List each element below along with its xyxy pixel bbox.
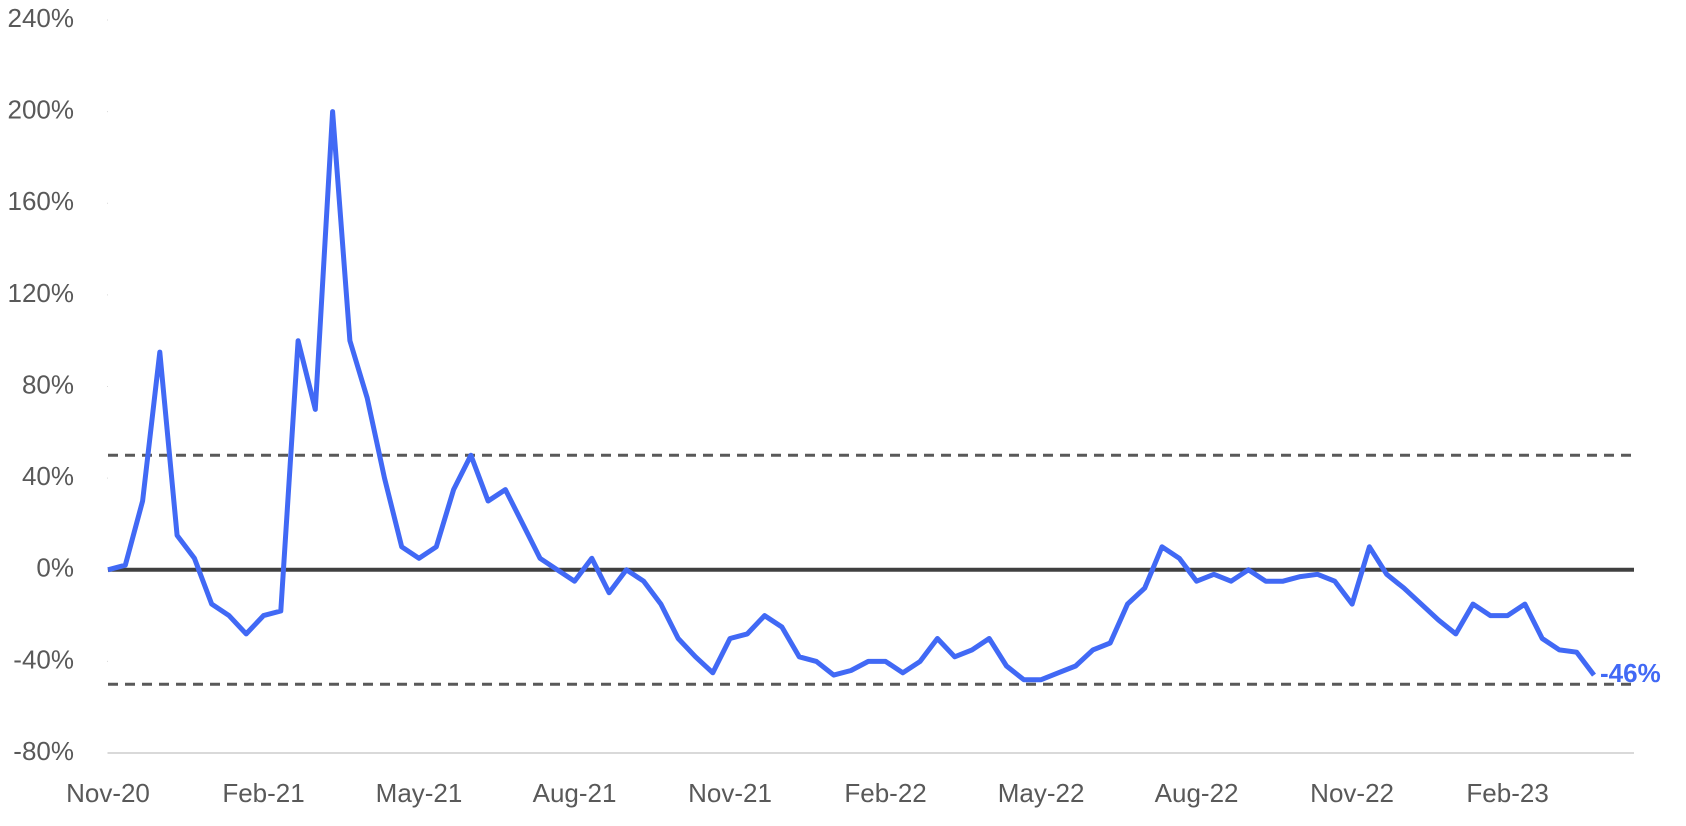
x-tick-label: May-21 <box>376 778 463 808</box>
y-tick-label: 160% <box>8 186 75 216</box>
x-tick-label: May-22 <box>998 778 1085 808</box>
y-tick-label: 200% <box>8 95 75 125</box>
y-tick-label: 0% <box>36 553 74 583</box>
data-line <box>107 109 1596 683</box>
x-tick-label: Feb-23 <box>1466 778 1548 808</box>
x-tick-label: Feb-21 <box>222 778 304 808</box>
y-tick-label: 80% <box>22 369 74 399</box>
y-tick-label: 40% <box>22 461 74 491</box>
x-tick-label: Feb-22 <box>844 778 926 808</box>
y-tick-label: -40% <box>13 644 74 674</box>
x-tick-label: Aug-22 <box>1155 778 1239 808</box>
x-tick-label: Nov-21 <box>688 778 772 808</box>
x-tick-label: Nov-20 <box>66 778 150 808</box>
y-tick-label: 120% <box>8 278 75 308</box>
x-tick-label: Nov-22 <box>1310 778 1394 808</box>
data-label: -46% <box>1600 658 1661 688</box>
y-tick-label: -80% <box>13 736 74 766</box>
x-tick-label: Aug-21 <box>533 778 617 808</box>
y-tick-label: 240% <box>8 3 75 33</box>
